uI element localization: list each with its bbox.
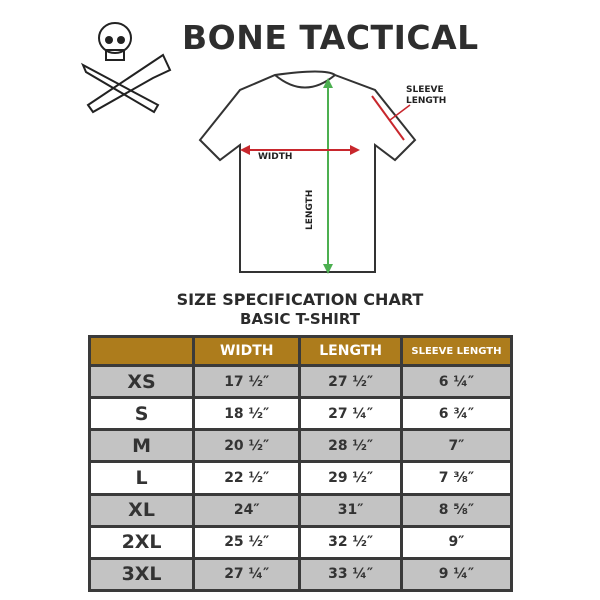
cell-sleeve-length: 6 ¼″ [399,363,514,400]
chart-title: SIZE SPECIFICATION CHART [176,290,424,309]
cell-sleeve-length: 7″ [399,428,514,464]
cell-length: 31″ [298,492,403,528]
table-row: 2XL 25 ½″ 32 ½″ 9″ [87,524,514,560]
sleeve-label-1: SLEEVE [406,85,444,95]
table-row: L 22 ½″ 29 ½″ 7 ⅜″ [87,460,514,496]
cell-length: 27 ¼″ [298,396,403,432]
cell-sleeve-length: 7 ⅜″ [399,460,514,496]
cell-size: M [87,428,196,464]
header-size [87,335,196,367]
skull-crossed-tools-logo [80,22,172,114]
cell-length: 32 ½″ [298,524,403,560]
width-label: WIDTH [258,152,293,162]
cell-width: 27 ¼″ [192,556,302,593]
length-label: LENGTH [305,189,315,230]
cell-width: 20 ½″ [192,428,302,464]
cell-length: 28 ½″ [298,428,403,464]
table-row: 3XL 27 ¼″ 33 ¼″ 9 ¼″ [87,556,514,593]
size-table: WIDTH LENGTH SLEEVE LENGTH XS 17 ½″ 27 ½″ 6… [87,335,514,593]
cell-width: 24″ [192,492,302,528]
cell-sleeve-length: 8 ⅝″ [399,492,514,528]
chart-subtitle: BASIC T-SHIRT [240,310,360,328]
cell-size: L [87,460,196,496]
sleeve-label-2: LENGTH [406,96,447,106]
table-row: XL 24″ 31″ 8 ⅝″ [87,492,514,528]
sleeve-arrow [371,95,405,141]
table-row: S 18 ½″ 27 ¼″ 6 ¾″ [87,396,514,432]
cell-sleeve-length: 9 ¼″ [399,556,514,593]
cell-size: XL [87,492,196,528]
tshirt-diagram [198,70,417,274]
cell-sleeve-length: 6 ¾″ [399,396,514,432]
cell-width: 22 ½″ [192,460,302,496]
cell-size: 3XL [87,556,196,593]
header-length: LENGTH [298,335,403,367]
cell-width: 17 ½″ [192,363,302,400]
table-row: M 20 ½″ 28 ½″ 7″ [87,428,514,464]
cell-size: S [87,396,196,432]
header-sleeve-length: SLEEVE LENGTH [399,335,514,367]
brand-title: BONE TACTICAL [182,18,479,57]
cell-width: 25 ½″ [192,524,302,560]
cell-length: 27 ½″ [298,363,403,400]
cell-sleeve-length: 9″ [399,524,514,560]
cell-length: 29 ½″ [298,460,403,496]
cell-width: 18 ½″ [192,396,302,432]
header-row: WIDTH LENGTH SLEEVE LENGTH [87,335,514,367]
cell-size: XS [87,363,196,400]
table-row: XS 17 ½″ 27 ½″ 6 ¼″ [87,363,514,400]
cell-length: 33 ¼″ [298,556,403,593]
cell-size: 2XL [87,524,196,560]
header-width: WIDTH [192,335,302,367]
